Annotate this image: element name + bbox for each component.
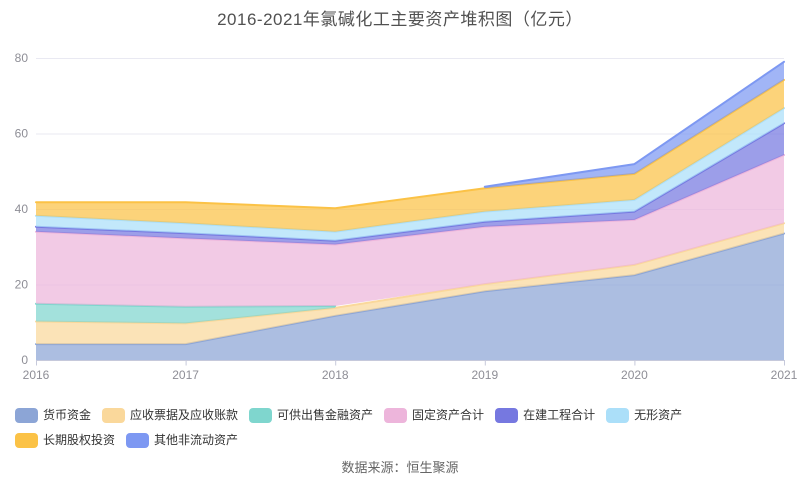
legend-item-2[interactable]: 可供出售金融资产	[249, 408, 373, 423]
legend-swatch-icon	[15, 433, 38, 448]
x-axis-label: 2020	[621, 368, 648, 382]
y-axis-label: 0	[21, 353, 28, 367]
data-source: 数据来源：恒生聚源	[341, 460, 459, 475]
series-area-0	[36, 233, 784, 360]
legend-swatch-icon	[384, 408, 408, 423]
legend-item-4[interactable]: 在建工程合计	[495, 408, 595, 423]
series-line-6	[35, 78, 785, 210]
x-axis-label: 2021	[771, 368, 798, 382]
series-area-1	[36, 223, 784, 345]
y-axis-label: 80	[15, 51, 29, 65]
legend-item-7[interactable]: 其他非流动资产	[126, 433, 238, 448]
x-axis-label: 2017	[172, 368, 199, 382]
legend-label: 货币资金	[43, 408, 92, 422]
series-area-3	[36, 155, 784, 307]
legend-swatch-icon	[606, 408, 630, 423]
legend-label: 可供出售金融资产	[277, 408, 374, 422]
legend-swatch-icon	[15, 408, 38, 423]
y-axis-label: 40	[15, 202, 29, 216]
chart-title: 2016-2021年氯碱化工主要资产堆积图（亿元）	[217, 10, 583, 29]
legend-swatch-icon	[102, 408, 126, 423]
chart-legend: 货币资金 应收票据及应收账款 可供出售金融资产 固定资产合计 在建工程合计 无形资产长期股…	[15, 408, 792, 448]
plot-area[interactable]: 2016 2017 2018 2019 2020 2021 0 20 40 60 80	[0, 0, 800, 400]
legend-label: 其他非流动资产	[154, 433, 239, 447]
legend-swatch-icon	[249, 408, 273, 423]
x-axis-label: 2016	[23, 368, 50, 382]
legend-item-3[interactable]: 固定资产合计	[384, 408, 484, 423]
legend-item-6[interactable]: 长期股权投资	[15, 433, 115, 448]
x-axis-label: 2019	[471, 368, 498, 382]
series-area-6	[36, 79, 784, 232]
series-area-5	[36, 108, 784, 241]
legend-label: 在建工程合计	[523, 408, 596, 422]
x-axis-label: 2018	[322, 368, 349, 382]
legend-label: 应收票据及应收账款	[130, 408, 239, 422]
y-axis-label: 60	[15, 127, 29, 141]
legend-label: 固定资产合计	[412, 408, 485, 422]
legend-item-0[interactable]: 货币资金	[15, 408, 91, 423]
legend-swatch-icon	[126, 433, 150, 448]
legend-label: 无形资产	[634, 408, 683, 422]
series-area-2	[36, 303, 336, 324]
legend-label: 长期股权投资	[43, 433, 116, 447]
y-axis-label: 20	[15, 278, 29, 292]
legend-item-5[interactable]: 无形资产	[606, 408, 682, 423]
legend-item-1[interactable]: 应收票据及应收账款	[102, 408, 238, 423]
series-line-7	[483, 60, 785, 188]
legend-swatch-icon	[495, 408, 519, 423]
